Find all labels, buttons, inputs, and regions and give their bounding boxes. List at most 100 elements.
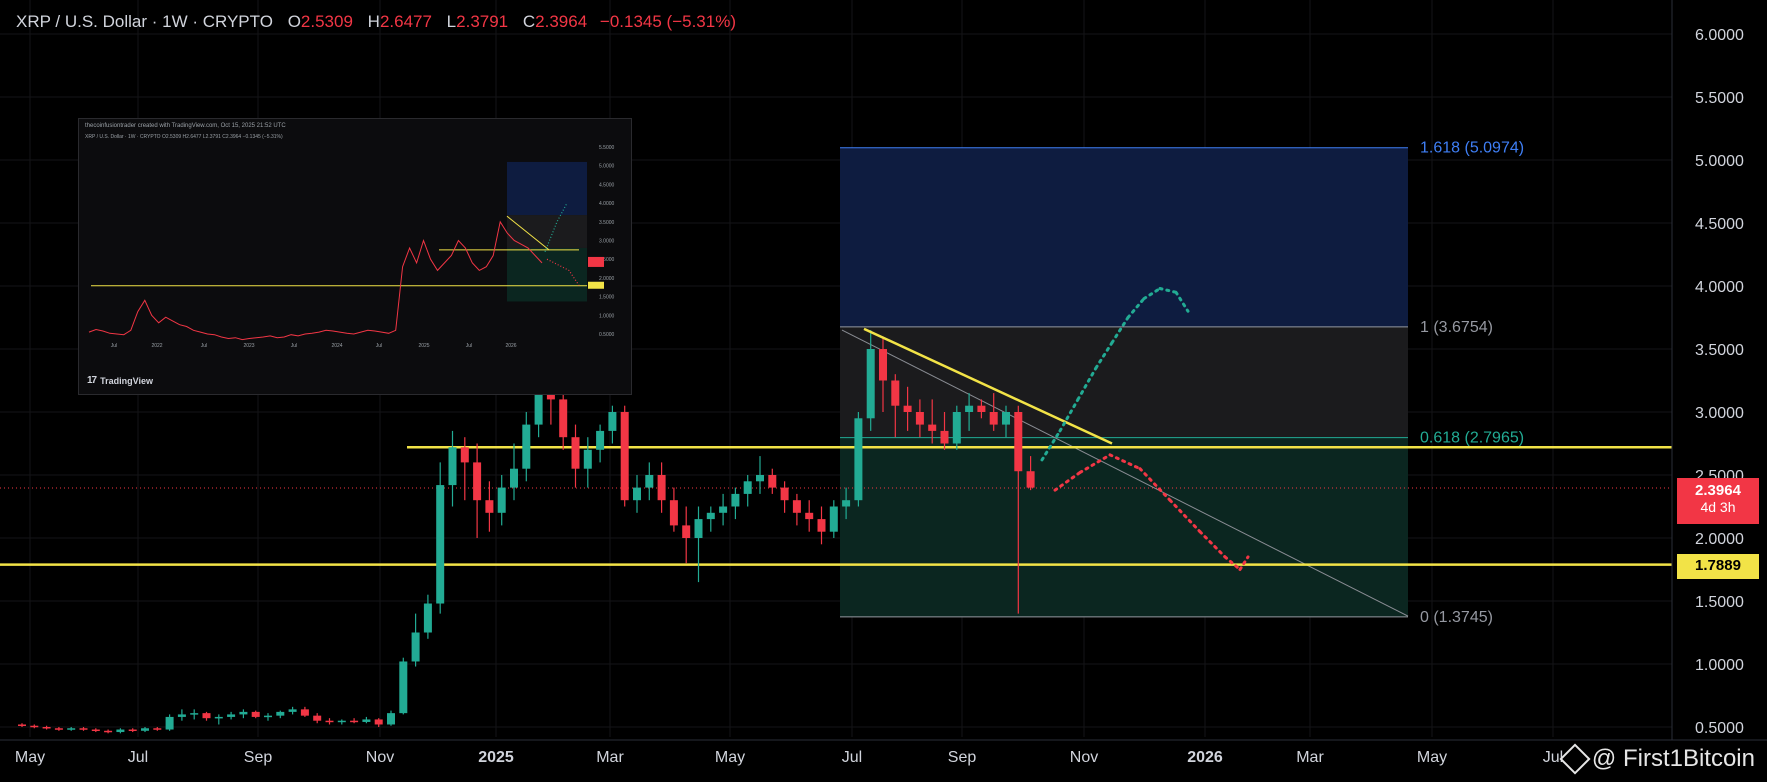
inset-price-tick: 3.0000 bbox=[599, 239, 615, 245]
candle-body bbox=[54, 728, 63, 730]
fib-level-label: 0.618 (2.7965) bbox=[1420, 430, 1524, 447]
candle-body bbox=[571, 437, 580, 469]
candle-body bbox=[497, 487, 506, 513]
candle-body bbox=[928, 424, 937, 431]
candle-body bbox=[534, 386, 543, 425]
inset-price-tick: 1.0000 bbox=[599, 313, 615, 319]
candle-body bbox=[18, 724, 26, 726]
candle-body bbox=[866, 349, 875, 419]
candle-body bbox=[1026, 471, 1035, 488]
symbol-title: XRP / U.S. Dollar · 1W · CRYPTO bbox=[16, 12, 273, 31]
open-label: O bbox=[287, 12, 301, 31]
trend-line-yellow bbox=[863, 327, 1113, 445]
candle-body bbox=[448, 447, 457, 486]
candle-body bbox=[30, 725, 39, 728]
inset-support-tag bbox=[588, 281, 604, 289]
candle-body bbox=[42, 727, 51, 729]
inset-time-tick: Jul bbox=[291, 343, 297, 349]
candle-body bbox=[128, 729, 137, 732]
inset-time-tick: 2026 bbox=[505, 343, 516, 349]
candle-body bbox=[682, 525, 691, 538]
bullish-projection bbox=[1126, 297, 1146, 319]
candle-body bbox=[669, 500, 678, 526]
candle-body bbox=[313, 715, 322, 721]
candle-body bbox=[473, 462, 482, 501]
candle-body bbox=[719, 506, 728, 513]
candle-body bbox=[91, 729, 100, 732]
time-tick-label: May bbox=[715, 749, 745, 766]
inset-time-tick: Jul bbox=[111, 343, 117, 349]
candle-body bbox=[104, 730, 113, 733]
inset-price-tick: 5.0000 bbox=[599, 164, 615, 170]
inset-time-tick: 2025 bbox=[418, 343, 429, 349]
inset-time-tick: 2022 bbox=[151, 343, 162, 349]
time-tick-label: Sep bbox=[244, 749, 273, 766]
candle-body bbox=[300, 709, 309, 716]
candle-body bbox=[743, 481, 752, 494]
price-tick-label: 1.5000 bbox=[1695, 594, 1744, 611]
inset-caption: thecoinfusiontrader created with Trading… bbox=[85, 123, 286, 129]
price-tick-label: 6.0000 bbox=[1695, 27, 1744, 44]
high-value: 2.6477 bbox=[379, 12, 432, 31]
candle-body bbox=[79, 728, 88, 730]
candle-body bbox=[522, 424, 531, 469]
bullish-projection bbox=[1110, 316, 1130, 345]
price-tick-label: 5.0000 bbox=[1695, 153, 1744, 170]
inset-fib-middle bbox=[507, 215, 587, 248]
inset-time-tick: Jul bbox=[201, 343, 207, 349]
inset-plot: 5.5000 5.0000 4.5000 4.0000 3.5000 3.0000 2.50… bbox=[88, 145, 615, 349]
trend-line-thin bbox=[841, 329, 1409, 617]
time-tick-label: Nov bbox=[1070, 749, 1098, 766]
bullish-projection bbox=[1076, 366, 1098, 401]
bullish-projection bbox=[1040, 429, 1062, 462]
candle-body bbox=[436, 485, 445, 604]
price-tick-label: 5.5000 bbox=[1695, 90, 1744, 107]
last-price-tag-bg bbox=[1677, 478, 1759, 524]
candle-body bbox=[817, 519, 826, 532]
bullish-projection bbox=[1058, 397, 1080, 433]
fib-level-label: 1 (3.6754) bbox=[1420, 319, 1493, 336]
candle-body bbox=[1014, 412, 1023, 472]
candle-body bbox=[325, 720, 334, 723]
candle-body bbox=[596, 430, 605, 450]
candle-body bbox=[276, 711, 285, 716]
inset-time-tick: Jul bbox=[376, 343, 382, 349]
inset-price-tick: 5.5000 bbox=[599, 145, 615, 151]
bearish-projection bbox=[1053, 470, 1082, 492]
inset-price-line bbox=[88, 220, 543, 341]
fib-level-label: 0 (1.3745) bbox=[1420, 609, 1493, 626]
price-tick-label: 2.0000 bbox=[1695, 531, 1744, 548]
candle-body bbox=[288, 709, 297, 712]
bearish-projection bbox=[1223, 555, 1242, 571]
tradingview-brand: TradingView bbox=[100, 375, 153, 386]
time-tick-label: May bbox=[1417, 749, 1447, 766]
bearish-projection bbox=[1138, 467, 1172, 502]
candle-body bbox=[177, 714, 186, 717]
fib-zone-lower bbox=[840, 437, 1408, 617]
support-price-tag-bg bbox=[1677, 554, 1759, 579]
binance-icon bbox=[1559, 743, 1591, 775]
price-tick-label: 1.0000 bbox=[1695, 657, 1744, 674]
inset-bearish-projection bbox=[546, 258, 580, 286]
open-value: 2.5309 bbox=[300, 12, 353, 31]
tradingview-icon: 17 bbox=[87, 375, 97, 386]
candle-body bbox=[903, 405, 912, 412]
bullish-projection bbox=[1142, 287, 1162, 301]
candle-body bbox=[239, 711, 248, 715]
candle-body bbox=[731, 493, 740, 507]
inset-price-tick: 4.5000 bbox=[599, 182, 615, 188]
candle-body bbox=[153, 728, 162, 730]
watermark: @ First1Bitcoin bbox=[1559, 743, 1755, 775]
time-tick-label: May bbox=[15, 749, 45, 766]
close-label: C bbox=[522, 12, 536, 31]
candle-body bbox=[756, 475, 764, 482]
candle-body bbox=[989, 412, 998, 425]
time-tick-label: Jul bbox=[1543, 749, 1563, 766]
inset-time-tick: 2024 bbox=[331, 343, 342, 349]
inset-price-tick: 1.5000 bbox=[599, 295, 615, 301]
candle-body bbox=[190, 713, 199, 715]
tradingview-logo: 17 TradingView bbox=[87, 375, 153, 386]
countdown: 4d 3h bbox=[1700, 499, 1736, 515]
